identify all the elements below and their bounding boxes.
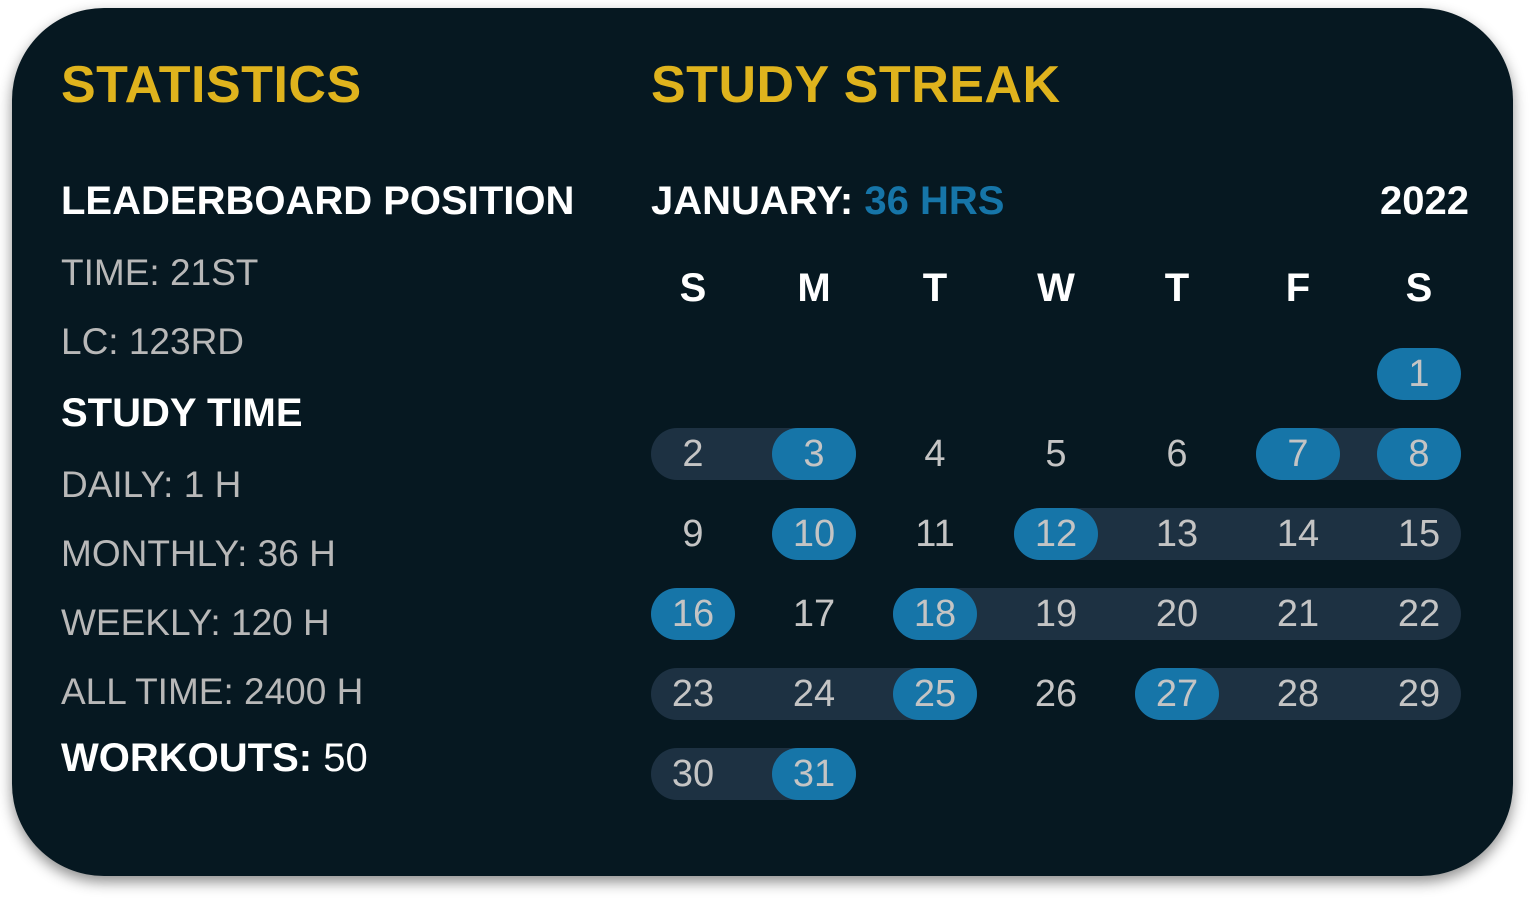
day-highlight (1377, 428, 1461, 480)
calendar-day[interactable]: 11 (915, 513, 955, 555)
month-label: JANUARY: (651, 179, 854, 223)
calendar-day[interactable]: 1 (1408, 353, 1430, 395)
workouts: WORKOUTS: 50 (61, 738, 368, 778)
calendar-day[interactable]: 27 (1155, 673, 1199, 715)
workouts-label: WORKOUTS: (61, 736, 313, 780)
weekday-header: M (797, 266, 831, 310)
calendar-day[interactable]: 2 (682, 433, 704, 475)
study-time-heading: STUDY TIME (61, 391, 303, 435)
calendar-day[interactable]: 19 (1034, 593, 1078, 635)
day-highlight (893, 588, 977, 640)
calendar-day[interactable]: 26 (1034, 673, 1078, 715)
month-hours: 36 HRS (864, 179, 1005, 223)
calendar-day[interactable]: 28 (1276, 673, 1320, 715)
calendar-day[interactable]: 9 (682, 513, 704, 555)
day-highlight (772, 428, 856, 480)
day-highlight (1377, 348, 1461, 400)
weekday-header: T (1164, 266, 1190, 310)
calendar-day[interactable]: 10 (792, 513, 836, 555)
study-time-all-time: ALL TIME: 2400 H (61, 671, 364, 712)
day-highlight (1135, 668, 1219, 720)
calendar-day[interactable]: 3 (803, 433, 825, 475)
day-highlight (1014, 508, 1098, 560)
calendar-day[interactable]: 18 (913, 593, 957, 635)
calendar-day[interactable]: 21 (1276, 593, 1320, 635)
leaderboard-lc: LC: 123RD (61, 321, 245, 362)
streak-band (893, 588, 1461, 640)
study-time-daily: DAILY: 1 H (61, 464, 242, 505)
calendar-day[interactable]: 17 (792, 593, 836, 635)
calendar-day[interactable]: 20 (1155, 593, 1199, 635)
study-time-monthly: MONTHLY: 36 H (61, 533, 336, 574)
day-highlight (651, 588, 735, 640)
calendar-day[interactable]: 13 (1155, 513, 1199, 555)
day-highlight (893, 668, 977, 720)
study-time-weekly: WEEKLY: 120 H (61, 602, 330, 643)
calendar-day[interactable]: 15 (1397, 513, 1441, 555)
calendar-day[interactable]: 23 (671, 673, 715, 715)
calendar-day[interactable]: 12 (1034, 513, 1078, 555)
weekday-header: F (1285, 266, 1311, 310)
weekday-header: S (1405, 266, 1433, 310)
calendar-day[interactable]: 24 (792, 673, 836, 715)
calendar-day[interactable]: 14 (1276, 513, 1320, 555)
calendar-day[interactable]: 30 (671, 753, 715, 795)
calendar-day[interactable]: 31 (792, 753, 836, 795)
calendar-day[interactable]: 5 (1045, 433, 1067, 475)
study-streak-title: STUDY STREAK (651, 56, 1061, 114)
weekday-header: S (679, 266, 707, 310)
leaderboard-time: TIME: 21ST (61, 252, 259, 293)
calendar-day[interactable]: 6 (1166, 433, 1188, 475)
calendar-day[interactable]: 4 (924, 433, 946, 475)
calendar-day[interactable]: 22 (1397, 593, 1441, 635)
calendar-day[interactable]: 25 (913, 673, 957, 715)
day-highlight (772, 748, 856, 800)
day-highlight (772, 508, 856, 560)
calendar-day[interactable]: 29 (1397, 673, 1441, 715)
calendar-day[interactable]: 8 (1408, 433, 1430, 475)
weekday-header: W (1037, 266, 1075, 310)
month-summary: JANUARY: 36 HRS (651, 181, 1004, 221)
weekday-header: T (922, 266, 948, 310)
calendar-day[interactable]: 16 (671, 593, 715, 635)
leaderboard-heading: LEADERBOARD POSITION (61, 179, 575, 223)
workouts-value: 50 (323, 736, 368, 780)
day-highlight (1256, 428, 1340, 480)
year-label: 2022 (1380, 179, 1469, 223)
calendar-day[interactable]: 7 (1287, 433, 1309, 475)
statistics-title: STATISTICS (61, 56, 362, 114)
